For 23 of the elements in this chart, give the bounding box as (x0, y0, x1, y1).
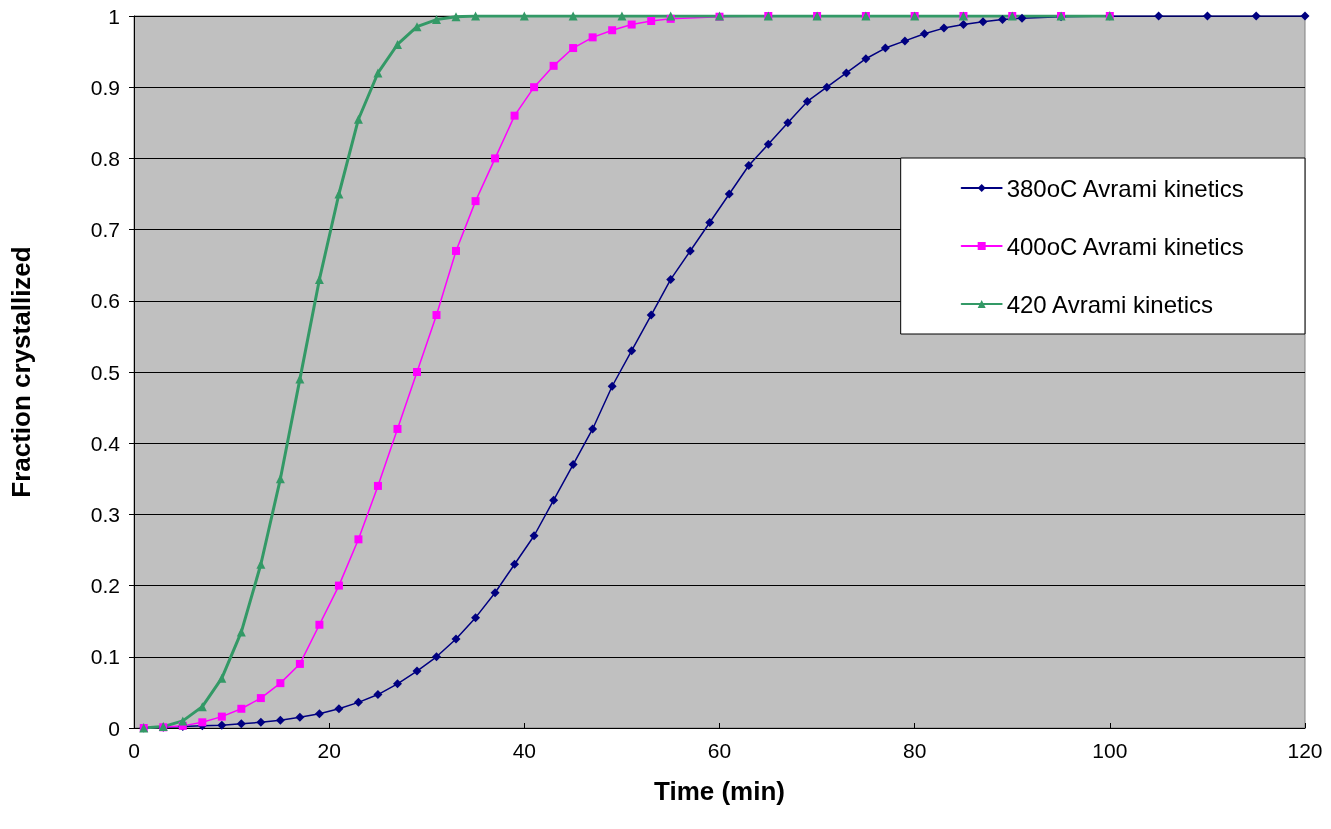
x-tick-label: 100 (1092, 739, 1128, 762)
x-tick-label: 20 (317, 739, 341, 762)
x-tick-label: 0 (128, 739, 140, 762)
y-tick-label: 1 (108, 4, 120, 28)
x-tick-label: 120 (1287, 739, 1323, 762)
y-tick-label: 0.2 (90, 574, 120, 598)
y-tick-label: 0.8 (90, 146, 120, 170)
legend-label: 380oC Avrami kinetics (1006, 174, 1244, 202)
y-tick-label: 0 (108, 716, 120, 740)
x-tick-label: 80 (902, 739, 927, 762)
y-tick-label: 0.3 (90, 502, 120, 526)
x-tick-label: 60 (707, 739, 732, 762)
y-tick-label: 0.4 (90, 431, 121, 455)
y-tick-label: 0.7 (90, 218, 120, 242)
legend-label: 420 Avrami kinetics (1006, 290, 1213, 318)
legend-label: 400oC Avrami kinetics (1006, 232, 1244, 260)
x-tick-label: 40 (512, 739, 537, 762)
y-tick-label: 0.5 (90, 360, 120, 384)
y-axis-title: Fraction crystallized (6, 246, 36, 498)
x-axis-title: Time (min) (654, 776, 785, 806)
y-tick-label: 0.6 (90, 289, 120, 313)
y-tick-label: 0.9 (90, 75, 120, 99)
y-tick-label: 0.1 (90, 645, 120, 669)
